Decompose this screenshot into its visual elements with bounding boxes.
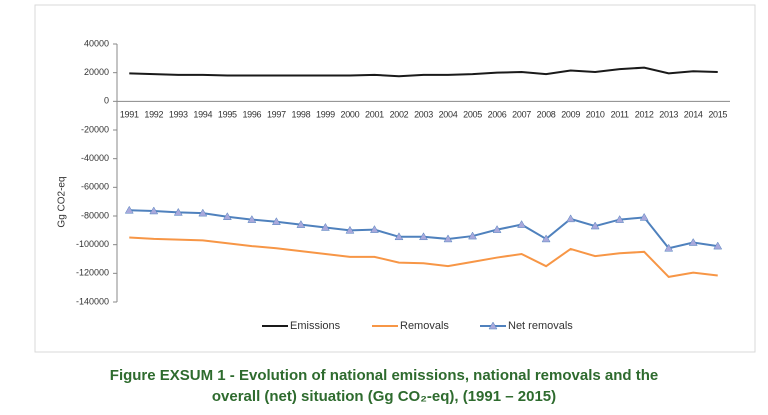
point-marker: [664, 243, 674, 252]
x-tick-label: 2007: [512, 110, 531, 120]
x-tick-label: 1996: [242, 110, 261, 120]
point-marker: [124, 205, 134, 214]
x-tick-label: 2005: [463, 110, 482, 120]
y-tick-label: 20000: [84, 67, 109, 77]
x-tick-label: 1992: [144, 110, 163, 120]
x-tick-label: 2013: [659, 110, 678, 120]
chart-frame: [34, 4, 756, 353]
point-marker: [296, 220, 306, 228]
point-marker: [468, 231, 477, 240]
y-tick-label: 40000: [84, 38, 109, 48]
y-tick-label: -120000: [76, 268, 109, 278]
x-tick-label: 1998: [291, 110, 310, 120]
x-tick-label: 2003: [414, 110, 433, 120]
legend-label: Net removals: [508, 320, 573, 332]
y-tick-label: -80000: [81, 210, 109, 220]
point-marker: [222, 212, 232, 220]
point-marker: [247, 215, 257, 223]
point-marker: [320, 222, 330, 231]
x-tick-label: 2012: [635, 110, 654, 120]
y-tick-label: -60000: [81, 182, 109, 192]
point-marker: [443, 234, 453, 243]
x-tick-label: 2000: [341, 110, 360, 120]
legend-marker: [488, 321, 498, 330]
x-tick-label: 2006: [488, 110, 507, 120]
legend-label: Emissions: [290, 320, 341, 332]
point-marker: [517, 220, 527, 228]
x-tick-label: 1997: [267, 110, 286, 120]
series-line: [129, 66, 718, 78]
point-marker: [713, 241, 723, 250]
point-marker: [615, 215, 625, 223]
point-marker: [394, 232, 404, 241]
point-marker: [345, 225, 355, 234]
point-marker: [271, 217, 281, 225]
x-tick-label: 2004: [439, 110, 458, 120]
y-tick-label: -140000: [76, 296, 109, 306]
x-tick-label: 2002: [390, 110, 409, 120]
x-tick-label: 1999: [316, 110, 335, 120]
x-tick-label: 2008: [537, 110, 556, 120]
point-marker: [566, 214, 576, 223]
x-tick-label: 2011: [611, 110, 629, 120]
x-tick-label: 2009: [561, 110, 580, 120]
chart: Gg CO2-eq 40000 20000 0 -20000 -40000 -60000 -…: [34, 4, 756, 353]
y-tick-label: -100000: [76, 239, 109, 249]
x-tick-label: 2001: [365, 110, 384, 120]
point-marker: [370, 225, 379, 233]
caption-line: overall (net) situation (Gg CO₂-eq), (19…: [211, 388, 557, 405]
caption-line: Figure EXSUM 1 - Evolution of national e…: [109, 367, 659, 384]
point-marker: [149, 206, 159, 215]
x-tick-label: 2014: [684, 110, 703, 120]
x-tick-label: 2015: [708, 110, 727, 120]
point-marker: [639, 212, 649, 221]
y-tick-label: -40000: [81, 153, 109, 163]
x-tick-label: 1995: [218, 110, 237, 120]
series-line: [129, 236, 718, 278]
x-tick-label: 1991: [120, 110, 139, 120]
point-marker: [492, 225, 502, 233]
point-marker: [198, 208, 208, 217]
point-marker: [590, 221, 600, 230]
point-marker: [541, 234, 551, 243]
y-tick-label: -20000: [81, 124, 109, 134]
point-marker: [419, 232, 428, 241]
point-marker: [173, 207, 183, 216]
x-tick-label: 1993: [169, 110, 188, 120]
point-marker: [688, 238, 698, 246]
y-axis-label: Gg CO2-eq: [57, 176, 68, 227]
x-tick-label: 2010: [586, 110, 605, 120]
legend-label: Removals: [400, 320, 449, 332]
x-tick-label: 1994: [193, 110, 212, 120]
y-tick-label: 0: [104, 96, 109, 106]
